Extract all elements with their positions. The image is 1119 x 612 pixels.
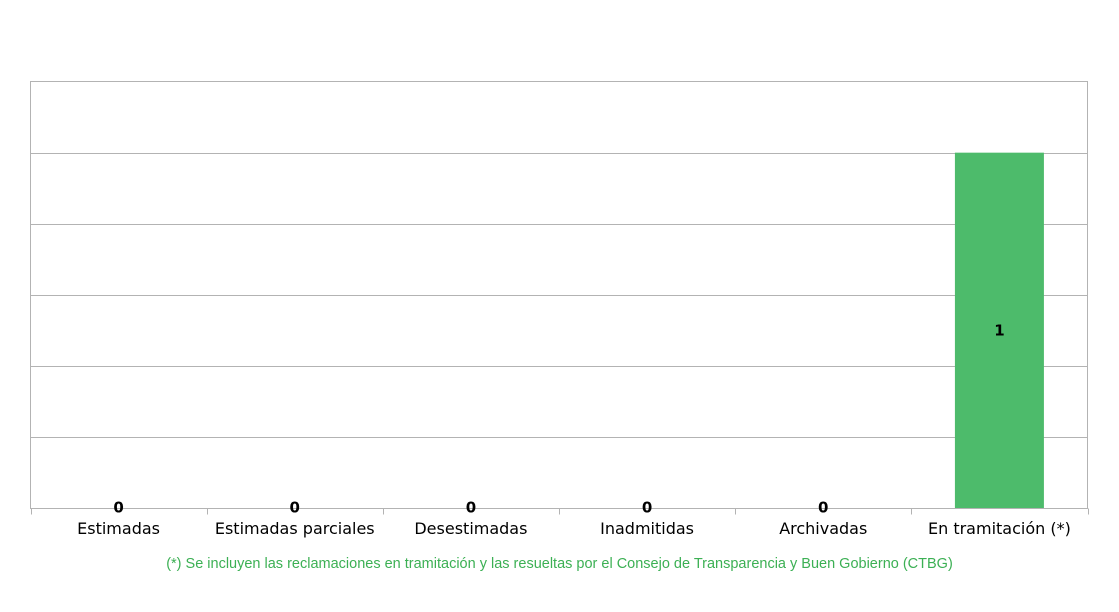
data-label: 1	[994, 322, 1004, 340]
bars	[954, 152, 1044, 509]
gridlines	[30, 81, 1088, 509]
bar	[954, 152, 1044, 509]
data-label: 0	[466, 499, 476, 517]
x-axis	[30, 508, 1089, 515]
x-tick-label: Inadmitidas	[600, 519, 694, 538]
data-label: 0	[818, 499, 828, 517]
x-tick-label: Estimadas parciales	[215, 519, 375, 538]
data-label: 0	[642, 499, 652, 517]
data-label: 0	[113, 499, 123, 517]
data-label: 0	[290, 499, 300, 517]
x-tick-label: Estimadas	[77, 519, 160, 538]
x-tick-label: En tramitación (*)	[928, 519, 1071, 538]
footnote: (*) Se incluyen las reclamaciones en tra…	[166, 556, 953, 572]
x-tick-label: Desestimadas	[414, 519, 527, 538]
x-tick-label: Archivadas	[779, 519, 867, 538]
labels: Estimadas Estimadas parciales Desestimadas…	[77, 322, 1071, 538]
